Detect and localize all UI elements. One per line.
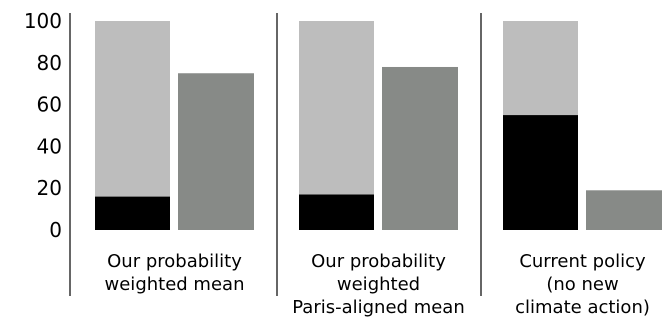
y-tick-label: 20 bbox=[37, 176, 62, 200]
single-bar bbox=[382, 66, 458, 230]
category-label-line: Our probability bbox=[107, 251, 242, 272]
category-label: Our probability weighted Paris-aligned mea… bbox=[292, 251, 465, 318]
category-label-line: Paris-aligned mean bbox=[292, 297, 465, 318]
stacked-bar-bottom-segment bbox=[95, 196, 170, 230]
stacked-bar-top-segment bbox=[299, 21, 374, 195]
category-label-line: weighted bbox=[337, 274, 420, 295]
y-tick-label: 80 bbox=[37, 51, 62, 75]
y-tick-label: 0 bbox=[49, 218, 62, 242]
single-bar bbox=[586, 190, 662, 230]
category-label: Our probability weighted mean bbox=[105, 251, 245, 295]
stacked-bar-top-segment bbox=[503, 21, 578, 116]
category-label-line: climate action) bbox=[515, 297, 650, 318]
y-tick-label: 40 bbox=[37, 134, 62, 158]
panel-dividers bbox=[69, 13, 482, 296]
category-label-line: Our probability bbox=[311, 251, 446, 272]
y-tick-label: 100 bbox=[24, 9, 62, 33]
category-label-line: (no new bbox=[546, 274, 618, 295]
category-label-line: Current policy bbox=[519, 251, 646, 272]
category-label-line: weighted mean bbox=[105, 274, 245, 295]
category-label: Current policy (no new climate action) bbox=[515, 251, 650, 318]
single-bar bbox=[178, 73, 254, 230]
stacked-bar-bottom-segment bbox=[299, 194, 374, 230]
y-tick-label: 60 bbox=[37, 93, 62, 117]
bars bbox=[95, 21, 662, 230]
y-axis-ticks: 0 20 40 60 80 100 bbox=[24, 9, 62, 242]
stacked-bar-bottom-segment bbox=[503, 115, 578, 230]
stacked-bar-top-segment bbox=[95, 21, 170, 197]
